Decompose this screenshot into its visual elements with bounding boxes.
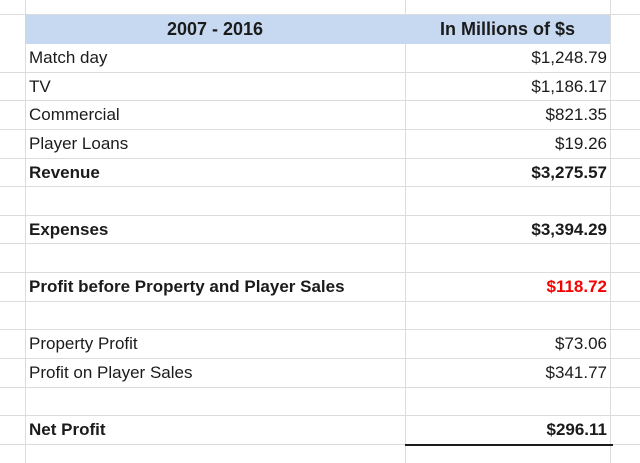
header-row: 2007 - 2016 In Millions of $s — [25, 15, 610, 44]
header-cell-units[interactable]: In Millions of $s — [439, 19, 575, 39]
row-value-cell[interactable]: $3,394.29 — [531, 219, 607, 239]
row-value-cell[interactable]: $1,186.17 — [531, 76, 607, 96]
row-label-cell[interactable]: Expenses — [29, 219, 109, 239]
header-cell-period[interactable]: 2007 - 2016 — [166, 19, 264, 39]
row-label-cell[interactable]: Revenue — [29, 162, 100, 182]
gridline-header-top — [0, 14, 640, 15]
table-row: TV $1,186.17 — [0, 73, 640, 102]
row-label-cell[interactable]: Player Loans — [29, 133, 129, 153]
table-row: Player Loans $19.26 — [0, 130, 640, 159]
row-value-cell[interactable]: $118.72 — [546, 277, 607, 297]
row-label-cell[interactable]: Property Profit — [29, 334, 138, 354]
table-row: Commercial $821.35 — [0, 101, 640, 130]
row-label-cell[interactable]: Profit on Player Sales — [29, 363, 193, 383]
row-value-cell[interactable]: $296.11 — [546, 420, 607, 440]
row-value-cell[interactable]: $73.06 — [555, 334, 607, 354]
table-row — [0, 244, 640, 274]
row-value-cell[interactable]: $821.35 — [545, 105, 607, 125]
row-value-cell[interactable]: $341.77 — [545, 363, 607, 383]
table-row — [0, 388, 640, 417]
gridline-right-column — [610, 0, 611, 463]
row-label-cell[interactable]: Commercial — [29, 105, 120, 125]
table-row: Expenses $3,394.29 — [0, 216, 640, 245]
row-value-cell[interactable]: $1,248.79 — [531, 48, 607, 67]
table-row — [0, 302, 640, 331]
table-row: Property Profit $73.06 — [0, 330, 640, 360]
table-body: Match day $1,248.79 TV $1,186.17 Commerc… — [0, 44, 640, 463]
table-row: Match day $1,248.79 — [0, 44, 640, 73]
row-value-cell[interactable]: $19.26 — [555, 133, 607, 153]
table-row: Profit on Player Sales $341.77 — [0, 359, 640, 388]
gridline-column-divider — [405, 0, 406, 463]
table-row: Net Profit $296.11 — [0, 416, 640, 446]
gridline-left-column — [25, 0, 26, 463]
table-row: Revenue $3,275.57 — [0, 159, 640, 188]
row-label-cell[interactable]: Net Profit — [29, 420, 106, 440]
table-row — [0, 187, 640, 216]
net-profit-total-border — [405, 443, 613, 446]
row-value-cell[interactable]: $3,275.57 — [531, 162, 607, 182]
row-label-cell[interactable]: Profit before Property and Player Sales — [29, 277, 345, 297]
row-label-cell[interactable]: TV — [29, 76, 51, 96]
row-label-cell[interactable]: Match day — [29, 48, 108, 67]
table-row — [0, 445, 640, 463]
table-row: Profit before Property and Player Sales … — [0, 273, 640, 302]
